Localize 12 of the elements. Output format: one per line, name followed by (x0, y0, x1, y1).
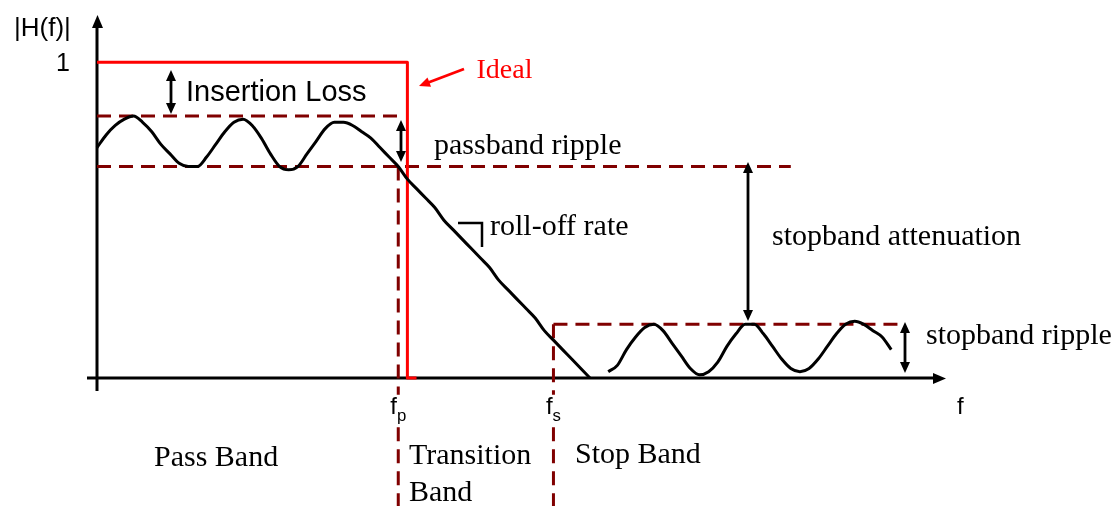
x-axis-title: f (957, 392, 964, 419)
annotation: stopband ripple (926, 317, 1112, 350)
text: Pass Band (154, 439, 279, 472)
text: Stop Band (575, 436, 701, 469)
legend-label: Ideal (476, 53, 533, 85)
annotation: passband ripple (434, 127, 622, 160)
y-axis-title: |H(f)| (14, 12, 71, 42)
text: Transition Band (409, 437, 532, 506)
text: 1 (56, 48, 70, 76)
annotation: Insertion Loss (186, 75, 367, 107)
annotation: roll-off rate (490, 208, 629, 241)
annotation: stopband attenuation (772, 218, 1022, 251)
